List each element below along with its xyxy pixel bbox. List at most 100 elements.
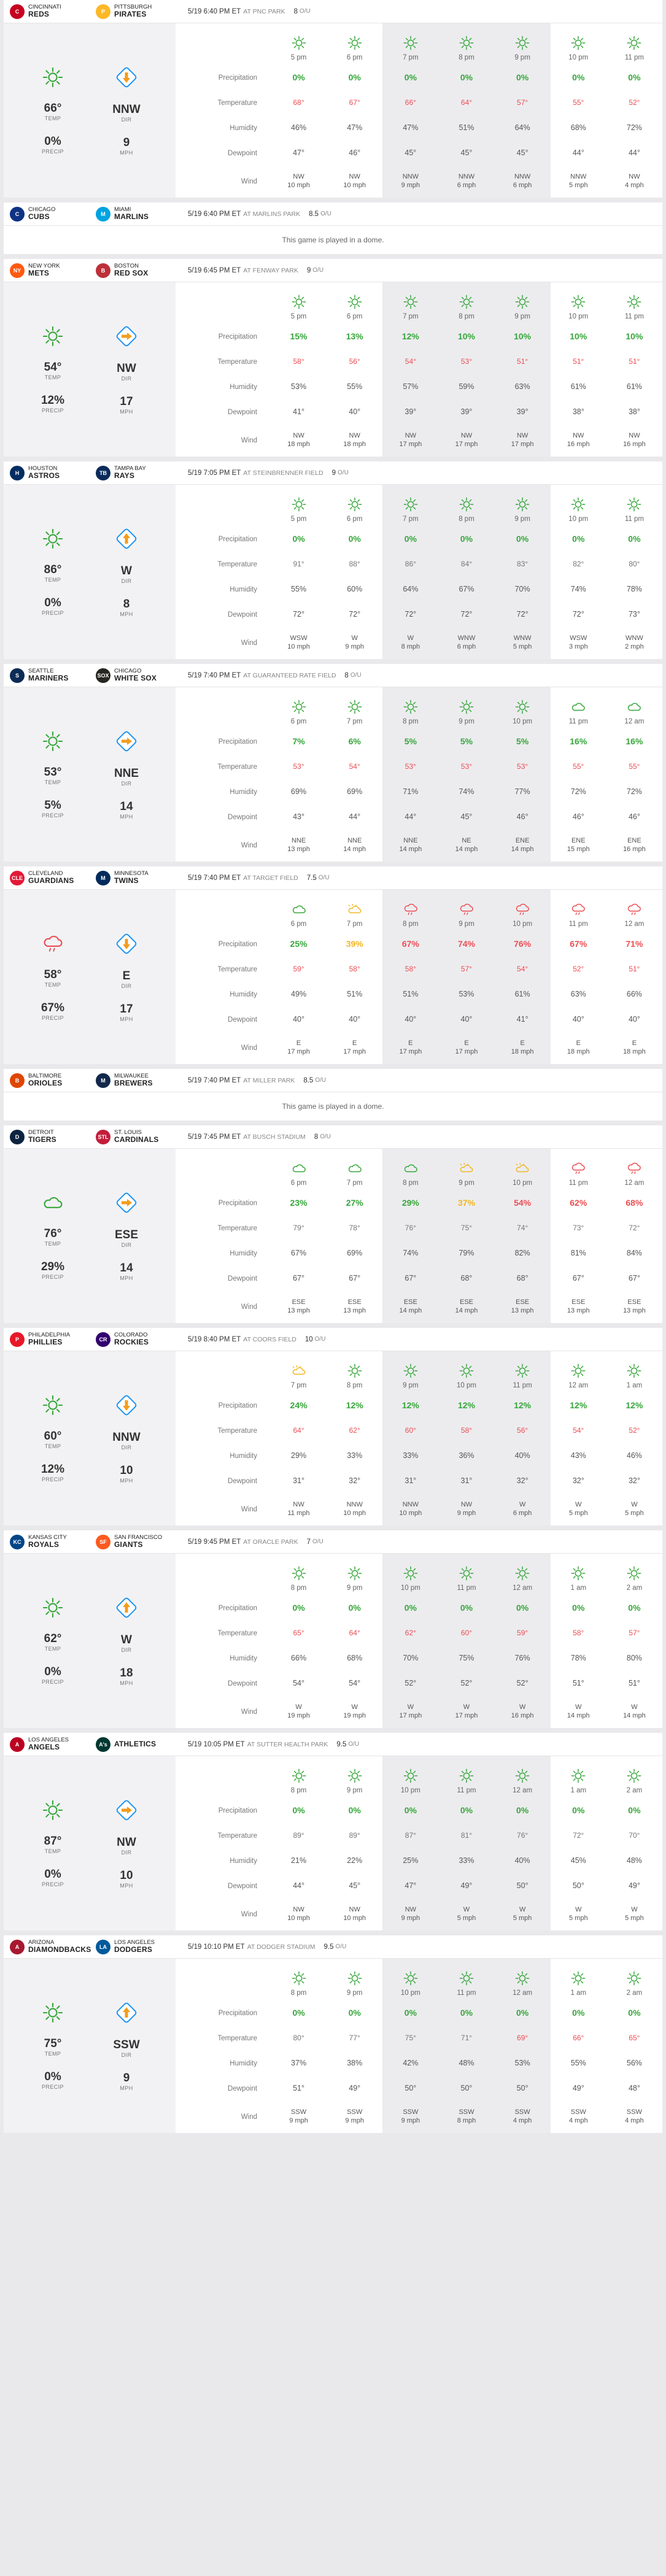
hour-precip: 0% — [404, 1805, 417, 1815]
rain-icon — [627, 1154, 641, 1176]
home-team[interactable]: B Boston Red Sox — [96, 263, 188, 278]
wind-dir: W — [519, 1703, 526, 1711]
hour-time: 6 pm — [290, 1179, 307, 1187]
game-header: CLE Cleveland Guardians M Minnesota Twins 5/19… — [4, 866, 662, 890]
precip-label: PRECIP — [42, 148, 64, 155]
wind-dir: E — [352, 1039, 357, 1047]
hour-column: 7 pm 12% 54° 57% 39° NW 17 mph — [382, 282, 439, 457]
home-team[interactable]: STL St. Louis Cardinals — [96, 1129, 188, 1144]
team-name: Seattle Mariners — [28, 668, 69, 683]
hour-time: 1 am — [570, 1989, 587, 1997]
home-team[interactable]: M Miami Marlins — [96, 206, 188, 222]
wind-dir: NNE — [291, 837, 306, 845]
row-label-precipitation: Precipitation — [218, 1604, 257, 1612]
hour-humidity: 56% — [626, 2058, 642, 2067]
home-team[interactable]: M Milwaukee Brewers — [96, 1073, 188, 1088]
sun-icon — [292, 28, 306, 50]
wind-speed: 14 — [120, 1261, 133, 1275]
hour-time: 11 pm — [457, 1787, 476, 1794]
hour-dewpoint: 45° — [349, 1881, 361, 1890]
hour-wind: NW 9 mph — [457, 1494, 476, 1525]
sun-icon — [403, 490, 418, 512]
summary-temp: 76° — [44, 1227, 62, 1240]
hour-time: 11 pm — [513, 1382, 532, 1389]
hour-humidity: 57% — [403, 382, 419, 391]
away-team[interactable]: KC Kansas City Royals — [10, 1534, 96, 1549]
hour-column: 2 am 0% 65° 56% 48° SSW 4 mph — [606, 1959, 662, 2133]
hour-dewpoint: 72° — [516, 609, 529, 619]
wind-dir: NNE — [347, 837, 362, 845]
home-team[interactable]: P Pittsburgh Pirates — [96, 4, 188, 19]
hour-temp: 70° — [629, 1831, 640, 1840]
wind-speed: 14 mph — [455, 846, 478, 853]
away-team[interactable]: H Houston Astros — [10, 465, 96, 480]
hour-column: 8 pm 0% 84° 67% 72° WNW 6 mph — [438, 485, 495, 659]
hour-temp: 80° — [293, 2034, 304, 2042]
hour-wind: ENE 15 mph — [567, 830, 590, 862]
away-team[interactable]: A Arizona Diamondbacks — [10, 1939, 96, 1954]
away-team[interactable]: NY New York Mets — [10, 263, 96, 278]
hour-temp: 89° — [293, 1831, 304, 1840]
away-team[interactable]: CLE Cleveland Guardians — [10, 870, 96, 885]
home-team[interactable]: M Minnesota Twins — [96, 870, 188, 885]
over-under-value: 8.5 — [303, 1076, 314, 1084]
home-team[interactable]: SF San Francisco Giants — [96, 1534, 188, 1549]
away-team[interactable]: C Cincinnati Reds — [10, 4, 96, 19]
wind-speed: 17 mph — [455, 441, 478, 448]
hour-time: 5 pm — [290, 54, 307, 61]
home-team[interactable]: TB Tampa Bay Rays — [96, 465, 188, 480]
hour-time: 7 pm — [403, 515, 419, 523]
game-forecast: 75° TEMP 0% PRECIP SSW DIR 9 MPH Precipitation T… — [4, 1959, 662, 2133]
row-label-temperature: Temperature — [217, 965, 257, 973]
game-time: 5/19 6:40 PM ET — [188, 7, 241, 15]
hour-precip: 0% — [628, 2007, 641, 2018]
home-team[interactable]: CR Colorado Rockies — [96, 1332, 188, 1347]
dir-label: DIR — [121, 375, 132, 382]
team-nickname: Reds — [28, 10, 50, 19]
dir-label: DIR — [121, 1849, 132, 1856]
away-team[interactable]: P Philadelphia Phillies — [10, 1332, 96, 1347]
ballpark: AT STEINBRENNER FIELD — [243, 469, 323, 477]
home-team[interactable]: SOX Chicago White Sox — [96, 668, 188, 683]
hour-temp: 88° — [349, 560, 360, 568]
hour-temp: 69° — [517, 2034, 529, 2042]
row-label-dewpoint: Dewpoint — [228, 1477, 257, 1485]
hour-column: 10 pm 12% 58° 36% 31° NW 9 mph — [438, 1351, 495, 1525]
hour-time: 10 pm — [568, 313, 589, 320]
row-label-temperature: Temperature — [217, 560, 257, 568]
team-nickname: Dodgers — [114, 1945, 153, 1954]
home-team[interactable]: A's Athletics — [96, 1737, 188, 1752]
row-label-temperature: Temperature — [217, 99, 257, 107]
away-team[interactable]: S Seattle Mariners — [10, 668, 96, 683]
hour-precip: 0% — [516, 1805, 529, 1815]
team-name: Los Angeles Angels — [28, 1737, 69, 1752]
hour-temp: 74° — [517, 1224, 529, 1232]
hour-wind: SSW 4 mph — [513, 2101, 532, 2133]
summary-precip: 67% — [41, 1001, 65, 1014]
wind-dir: W — [407, 634, 414, 642]
wind-speed: 14 mph — [623, 1712, 646, 1719]
hour-wind: NW 4 mph — [625, 166, 644, 198]
away-team[interactable]: D Detroit Tigers — [10, 1129, 96, 1144]
hour-precip: 37% — [457, 1197, 475, 1208]
wind-speed: 4 mph — [625, 2117, 644, 2124]
precip-label: PRECIP — [42, 1273, 64, 1280]
away-team[interactable]: A Los Angeles Angels — [10, 1737, 96, 1752]
hour-column: 7 pm 24% 64° 29% 31° NW 11 mph — [271, 1351, 327, 1525]
hour-temp: 72° — [629, 1224, 640, 1232]
home-team[interactable]: LA Los Angeles Dodgers — [96, 1939, 188, 1954]
hour-column: 9 pm 74% 57° 53% 40° E 17 mph — [438, 890, 495, 1064]
wind-speed: 14 mph — [399, 846, 422, 853]
sun-icon — [571, 490, 586, 512]
hour-column: 10 pm 10% 51° 61% 38° NW 16 mph — [551, 282, 606, 457]
away-team[interactable]: C Chicago Cubs — [10, 206, 96, 222]
dir-label: DIR — [121, 780, 132, 787]
away-team[interactable]: B Baltimore Orioles — [10, 1073, 96, 1088]
sun-icon — [515, 287, 530, 309]
hour-wind: W 16 mph — [511, 1696, 534, 1728]
summary-conditions: 87° TEMP 0% PRECIP — [25, 1800, 80, 1888]
hour-column: 12 am 71% 51° 66% 40° E 18 mph — [606, 890, 662, 1064]
wind-direction-icon — [115, 527, 138, 553]
ballpark: AT DODGER STADIUM — [247, 1943, 316, 1951]
